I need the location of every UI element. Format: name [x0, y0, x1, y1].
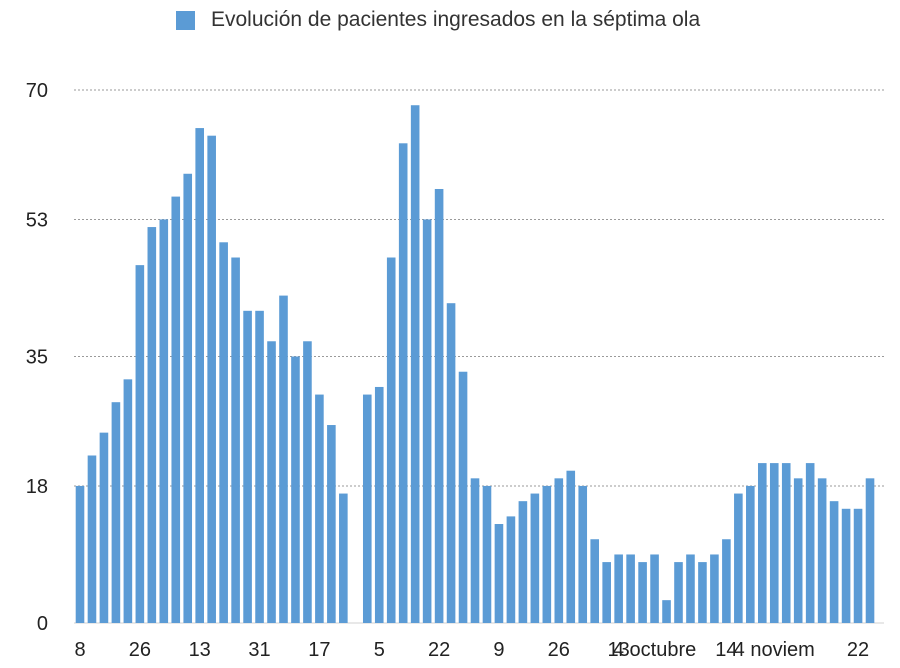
bar — [195, 128, 204, 623]
bar — [434, 188, 444, 624]
bar — [410, 105, 420, 624]
bar — [829, 501, 839, 623]
bar — [530, 493, 540, 623]
bar — [518, 501, 528, 623]
y-tick-label: 0 — [37, 613, 48, 635]
x-tick-label: 14 — [715, 639, 737, 661]
y-tick-label: 70 — [26, 80, 48, 102]
bar — [374, 386, 384, 623]
bar — [734, 493, 743, 623]
bar — [87, 455, 97, 623]
bar — [590, 539, 600, 623]
x-tick-label: 31 — [248, 639, 270, 661]
bar — [746, 485, 755, 623]
bar — [638, 562, 647, 623]
x-tick-label: 26 — [129, 639, 151, 661]
bar — [686, 554, 695, 623]
bar — [243, 310, 252, 623]
y-tick-label: 18 — [26, 476, 48, 498]
bar — [722, 539, 731, 623]
bar — [710, 554, 719, 623]
legend-label: Evolución de pacientes ingresados en la … — [211, 8, 701, 31]
x-tick-label: 9 — [493, 639, 504, 661]
x-tick-label: 4 octubre — [613, 639, 696, 661]
x-tick-label: 26 — [548, 639, 570, 661]
bar — [626, 554, 635, 623]
bar — [279, 295, 288, 623]
bar — [805, 463, 815, 623]
bar — [554, 478, 564, 623]
bar — [662, 600, 671, 623]
y-tick-label: 35 — [26, 347, 48, 369]
bar — [422, 219, 432, 623]
bar — [123, 379, 133, 623]
x-tick-label: 13 — [189, 639, 211, 661]
bar — [183, 173, 193, 623]
bar — [207, 135, 216, 623]
bar — [303, 341, 312, 623]
bar — [147, 227, 157, 623]
bar — [99, 432, 109, 623]
bar — [327, 425, 336, 623]
bar — [255, 310, 264, 623]
bar — [793, 478, 803, 623]
x-tick-label: 4 noviem — [734, 639, 815, 661]
bar — [542, 485, 552, 623]
bar — [698, 562, 707, 623]
bar — [458, 371, 468, 623]
bar — [291, 356, 300, 623]
bar — [398, 143, 408, 624]
bar — [135, 265, 145, 623]
bar — [781, 463, 791, 623]
bar — [817, 478, 827, 623]
bar — [159, 219, 169, 623]
bar — [446, 303, 456, 623]
bar — [578, 485, 588, 623]
bar — [494, 524, 504, 623]
x-tick-label: 22 — [428, 639, 450, 661]
x-tick-label: 5 — [374, 639, 385, 661]
bar — [470, 478, 480, 623]
bar — [362, 394, 372, 623]
legend: Evolución de pacientes ingresados en la … — [0, 0, 900, 40]
bar — [219, 242, 228, 624]
y-tick-label: 53 — [26, 209, 48, 231]
x-tick-label: 17 — [308, 639, 330, 661]
bar — [650, 554, 659, 623]
bar — [853, 508, 863, 623]
bar — [506, 516, 516, 623]
bar — [757, 463, 767, 623]
x-tick-label: 8 — [74, 639, 85, 661]
bar — [841, 508, 851, 623]
bar — [75, 485, 85, 623]
bar — [769, 463, 779, 623]
bar — [339, 493, 348, 623]
bar — [231, 257, 240, 623]
bar — [171, 196, 181, 623]
bar — [267, 341, 276, 623]
bar — [315, 394, 324, 623]
bar — [674, 562, 683, 623]
bar — [482, 485, 492, 623]
bar — [602, 562, 611, 623]
x-tick-label: 13 — [608, 639, 630, 661]
legend-swatch — [176, 11, 195, 30]
bar — [566, 470, 576, 623]
bar — [614, 554, 623, 623]
x-tick-label: 22 — [847, 639, 869, 661]
bar — [865, 478, 875, 623]
bar — [111, 402, 121, 623]
bar — [386, 257, 396, 623]
